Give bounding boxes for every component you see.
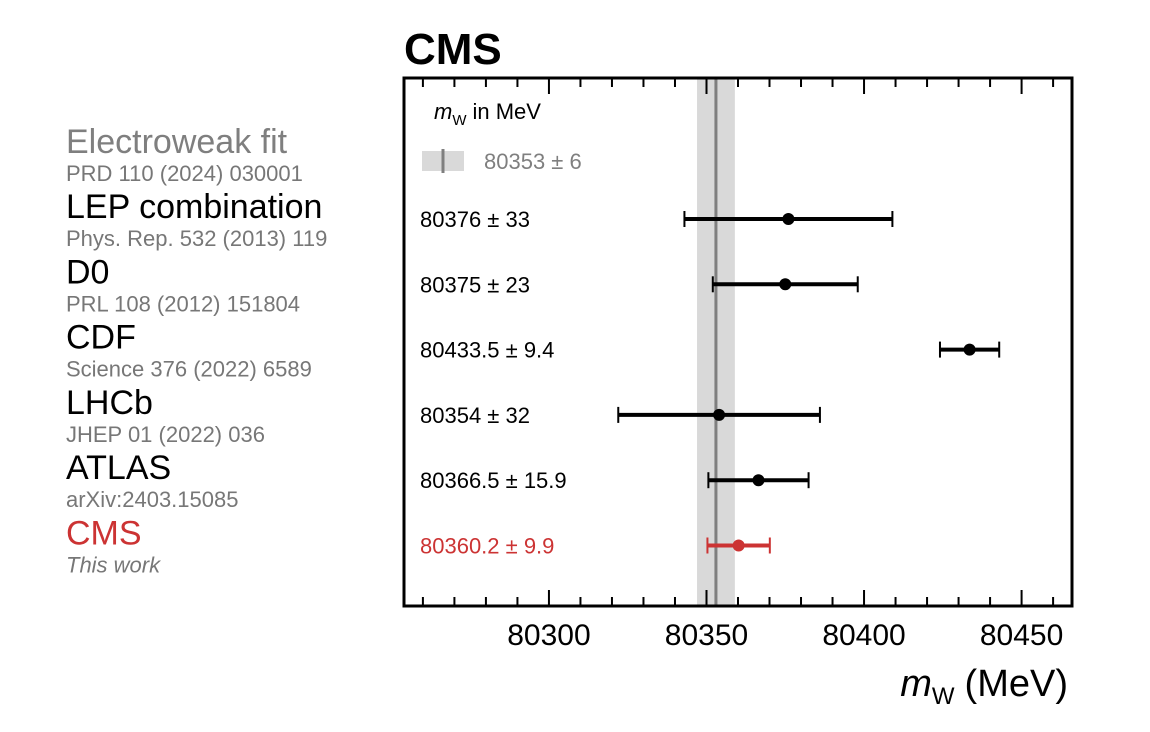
data-point: [752, 474, 765, 487]
x-axis-subscript: W: [932, 683, 955, 710]
x-axis-title: mW (MeV): [900, 663, 1068, 710]
reference-name: Electroweak fit: [66, 123, 288, 161]
data-point: [713, 408, 726, 421]
measurement-name: ATLAS: [66, 449, 171, 487]
reference-value-label: 80353 ± 6: [484, 149, 582, 174]
measurement-value-label: 80375 ± 23: [420, 272, 530, 297]
measurement-citation: PRL 108 (2012) 151804: [66, 291, 300, 316]
x-tick-label: 80450: [980, 619, 1063, 652]
data-point: [732, 539, 745, 552]
measurement-name: CDF: [66, 319, 136, 357]
measurement-name: D0: [66, 253, 109, 291]
x-axis-tick-labels: 80300 80350 80400 80450: [507, 619, 1063, 652]
reference-citation: PRD 110 (2024) 030001: [66, 161, 303, 186]
legend-subscript: W: [452, 112, 467, 129]
measurement-citation: JHEP 01 (2022) 036: [66, 422, 265, 447]
measurement-name: LEP combination: [66, 188, 322, 226]
measurement-name: CMS: [66, 515, 142, 553]
x-axis-ticks: [421, 78, 1055, 606]
measurement-citation: arXiv:2403.15085: [66, 487, 238, 512]
x-tick-label: 80300: [507, 619, 590, 652]
legend-text: mW in MeV: [434, 99, 541, 129]
data-point: [782, 213, 795, 225]
chart-title: CMS: [404, 25, 502, 74]
legend-text-body: in MeV: [473, 99, 542, 124]
x-tick-label: 80350: [665, 619, 748, 652]
measurement-citation: Phys. Rep. 532 (2013) 119: [66, 226, 327, 251]
measurement-value-label: 80366.5 ± 15.9: [420, 468, 567, 493]
measurement-citation: Science 376 (2022) 6589: [66, 357, 312, 382]
x-tick-label: 80400: [822, 619, 905, 652]
data-point: [963, 343, 976, 356]
measurement-citation: This work: [66, 553, 161, 578]
measurement-value-label: 80433.5 ± 9.4: [420, 338, 554, 363]
measurement-value-label: 80360.2 ± 9.9: [420, 534, 554, 559]
measurement-value-label: 80354 ± 32: [420, 403, 530, 428]
x-axis-unit: (MeV): [965, 663, 1068, 705]
measurement-value-label: 80376 ± 33: [420, 207, 530, 232]
measurement-name: LHCb: [66, 384, 153, 422]
x-axis-symbol: m: [900, 663, 932, 705]
legend-symbol: m: [434, 99, 452, 124]
data-point: [779, 278, 792, 291]
